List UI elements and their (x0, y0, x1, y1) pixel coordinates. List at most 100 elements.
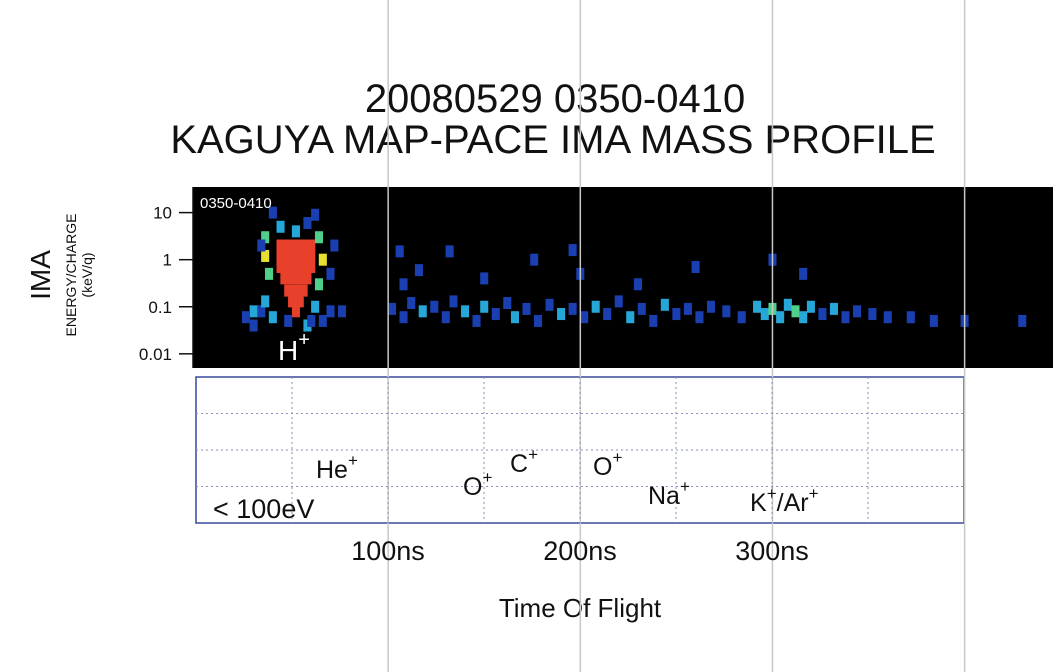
spectrogram-cell (288, 272, 297, 285)
spectrogram-cell (338, 305, 347, 318)
title: 20080529 0350-0410 (365, 77, 745, 121)
spectrogram-cell (307, 260, 316, 273)
spectrogram-cell (284, 314, 293, 327)
spectrogram-cell (314, 231, 324, 244)
spectrogram-cell (510, 311, 520, 324)
spectrogram-cell (291, 249, 300, 262)
spectrogram-cell (326, 305, 335, 318)
spectrogram-cell (441, 311, 450, 324)
spectrogram-cell (637, 302, 646, 315)
spectrogram-cell (557, 308, 566, 321)
spectrogram-cell (929, 314, 938, 327)
spectrogram-cell (660, 298, 669, 311)
time-range-label: 0350-0410 (200, 195, 272, 212)
spectrogram-cell (291, 260, 300, 273)
spectrogram-cell (407, 297, 416, 310)
spectrogram-cell (614, 295, 623, 308)
spectrogram-cell (491, 308, 500, 321)
spectrogram-cell (276, 249, 285, 262)
spectrogram-cell (626, 311, 635, 324)
ion-label: C+ (510, 445, 538, 478)
spectrogram-cell (284, 249, 293, 262)
ion-name: K (750, 489, 767, 517)
panel-label: IMA (25, 250, 56, 300)
spectrogram-cell (737, 311, 746, 324)
ion-label: Na+ (648, 477, 690, 510)
spectrogram-cell (414, 264, 423, 277)
spectrogram-cell (852, 305, 862, 318)
spectrogram-cell (399, 311, 408, 324)
spectrogram-cell (799, 267, 808, 280)
spectrogram-cell (695, 311, 704, 324)
spectrogram-cell (276, 260, 285, 273)
spectrogram-cell (395, 245, 404, 258)
spectrogram-cell (791, 305, 800, 318)
ion-name: O (593, 453, 612, 481)
spectrogram-cell (818, 308, 827, 321)
spectrogram-cell (533, 314, 543, 327)
spectrogram-cell (568, 302, 577, 315)
spectrogram-cell (299, 284, 308, 297)
spectrogram-background (193, 187, 1053, 368)
ion-charge: + (612, 448, 622, 467)
spectrogram-cell (268, 206, 277, 219)
y-tick-label: 0.01 (139, 345, 172, 364)
ion-label: K+/Ar+ (750, 484, 819, 517)
spectrogram-cell (783, 298, 792, 311)
spectrogram-cell (249, 319, 258, 332)
spectrogram-cell (257, 239, 266, 252)
ion-charge: + (809, 484, 819, 503)
ion-name: /Ar (777, 489, 809, 517)
spectrogram-cell (291, 305, 300, 318)
spectrogram-cell (460, 305, 470, 318)
ion-charge: + (348, 451, 358, 470)
spectrogram-cell (399, 278, 408, 291)
spectrogram-cell (672, 308, 681, 321)
spectrogram-cell (326, 267, 335, 280)
spectrogram-cell (284, 239, 293, 252)
x-tick-label: 200ns (543, 536, 617, 566)
ion-name: Na (648, 482, 680, 510)
spectrogram-cell (472, 314, 481, 327)
spectrogram-cell (591, 300, 600, 313)
spectrogram-cell (307, 249, 316, 262)
spectrogram-cell (261, 295, 270, 308)
y-tick-label: 10 (153, 204, 172, 223)
spectrogram-cell (257, 305, 266, 318)
spectrogram-cell (264, 267, 274, 280)
spectrogram-cell (318, 314, 327, 327)
spectrogram-cell (299, 249, 308, 262)
spectrogram-cell (568, 244, 577, 257)
spectrogram-cell (449, 295, 458, 308)
ion-label: O+ (593, 448, 622, 481)
spectrogram-cell (284, 284, 293, 297)
spectrogram-cell (307, 314, 316, 327)
spectrogram-cell (753, 300, 762, 313)
spectrogram-cell (276, 220, 285, 233)
spectrogram-cell (291, 284, 300, 297)
ion-charge: + (298, 329, 310, 351)
ion-label: O+ (463, 468, 492, 501)
spectrogram-cell (241, 311, 250, 324)
spectrogram-cell (249, 305, 258, 318)
spectrogram-cell (480, 272, 489, 285)
spectrogram-cell (706, 300, 716, 313)
spectrogram-cell (330, 239, 339, 252)
spectrogram-cell (276, 239, 285, 252)
ion-label: He+ (316, 451, 358, 484)
spectrogram-cell (295, 295, 304, 308)
spectrogram-cell (683, 302, 692, 315)
ion-name: He (316, 456, 348, 484)
spectrogram-cell (829, 302, 838, 315)
spectrogram-cell (311, 208, 320, 221)
spectrogram-cell (906, 311, 915, 324)
spectrogram-cell (649, 314, 658, 327)
spectrogram-cell (291, 239, 300, 252)
spectrogram-cell (299, 260, 308, 273)
spectrogram-cell (387, 302, 397, 315)
spectrogram-cell (868, 308, 877, 321)
spectrogram-cell (311, 300, 320, 313)
ion-charge: + (482, 468, 492, 487)
x-tick-label: 100ns (351, 536, 425, 566)
